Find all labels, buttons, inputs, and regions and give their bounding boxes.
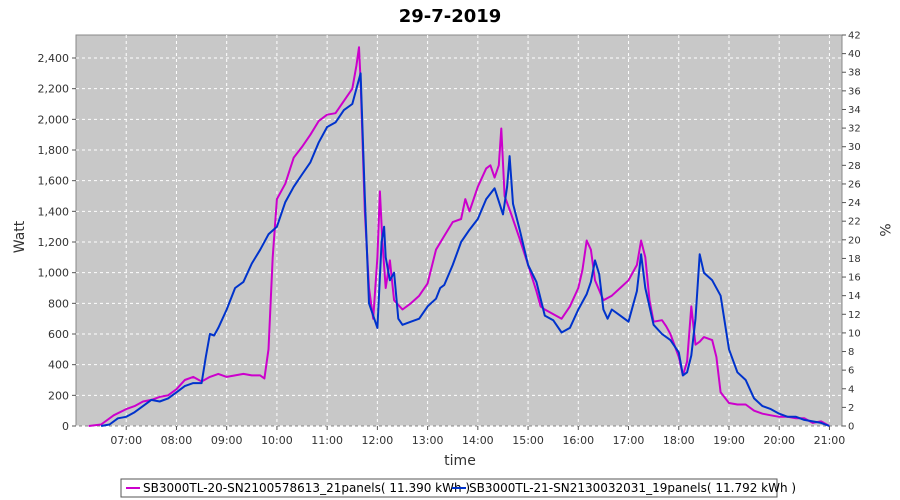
y2-tick-label: 2 (848, 403, 854, 414)
y-tick-label: 1,000 (38, 267, 70, 280)
y2-tick-label: 40 (848, 49, 861, 60)
y-tick-label: 0 (62, 420, 69, 433)
y2-tick-label: 22 (848, 217, 861, 228)
x-tick-label: 17:00 (613, 434, 645, 447)
series-lines (88, 46, 830, 427)
y2-tick-label: 20 (848, 235, 861, 246)
y2-tick-label: 32 (848, 124, 861, 135)
y2-tick-label: 28 (848, 161, 861, 172)
y-tick-label: 600 (48, 328, 69, 341)
y-tick-label: 2,400 (38, 52, 70, 65)
x-axis-label: time (444, 453, 476, 469)
legend: SB3000TL-20-SN2100578613_21panels( 11.39… (120, 478, 796, 498)
y2-tick-label: 12 (848, 310, 861, 321)
y-tick-label: 2,000 (38, 113, 70, 126)
y-tick-label: 2,200 (38, 83, 70, 96)
y-tick-label: 400 (48, 359, 69, 372)
y2-tick-label: 4 (848, 384, 854, 395)
legend-label-series-2: SB3000TL-21-SN2130032031_19panels( 11.79… (469, 481, 796, 495)
y2-axis-label: % (876, 223, 892, 236)
y2-tick-label: 8 (848, 347, 854, 358)
y2-tick-label: 38 (848, 68, 861, 79)
y2-tick-label: 14 (848, 291, 861, 302)
legend-box (120, 478, 778, 498)
y-tick-label: 800 (48, 297, 69, 310)
x-tick-label: 10:00 (261, 434, 293, 447)
y2-tick-label: 24 (848, 198, 861, 209)
x-tick-label: 14:00 (462, 434, 494, 447)
x-tick-label: 15:00 (512, 434, 544, 447)
y-axis-label: Watt (12, 220, 28, 253)
y-tick-label: 1,200 (38, 236, 70, 249)
y2-tick-label: 34 (848, 105, 861, 116)
y2-tick-label: 0 (848, 422, 854, 433)
x-tick-label: 08:00 (161, 434, 193, 447)
x-tick-label: 20:00 (763, 434, 795, 447)
y2-tick-label: 10 (848, 328, 861, 339)
y2-tick-label: 6 (848, 366, 854, 377)
x-tick-label: 09:00 (211, 434, 243, 447)
plot-area (75, 34, 843, 427)
x-tick-label: 18:00 (663, 434, 695, 447)
gridlines-horizontal (76, 57, 842, 427)
chart-title: 29-7-2019 (399, 6, 502, 27)
x-tick-label: 13:00 (412, 434, 444, 447)
x-tick-label: 12:00 (362, 434, 394, 447)
y2-tick-label: 18 (848, 254, 861, 265)
y2-tick-label: 26 (848, 179, 861, 190)
y-axis-ticks: 0 200 400 600 800 1,000 1,200 1,400 1,600 1,800 2,… (38, 52, 76, 433)
y-tick-label: 200 (48, 389, 69, 402)
x-tick-label: 07:00 (110, 434, 142, 447)
x-tick-label: 16:00 (562, 434, 594, 447)
x-tick-label: 11:00 (311, 434, 343, 447)
legend-label-series-1: SB3000TL-20-SN2100578613_21panels( 11.39… (143, 481, 470, 495)
y-tick-label: 1,800 (38, 144, 70, 157)
y-tick-label: 1,600 (38, 175, 70, 188)
y2-tick-label: 30 (848, 142, 861, 153)
y-tick-label: 1,400 (38, 205, 70, 218)
x-tick-label: 21:00 (814, 434, 846, 447)
series-line-2 (100, 72, 830, 427)
y2-tick-label: 16 (848, 273, 861, 284)
y2-tick-label: 42 (848, 31, 861, 42)
x-axis-ticks: 07:00 08:00 09:00 10:00 11:00 12:00 13:00 14:00… (110, 426, 845, 447)
y2-tick-label: 36 (848, 86, 861, 97)
x-tick-label: 19:00 (713, 434, 745, 447)
